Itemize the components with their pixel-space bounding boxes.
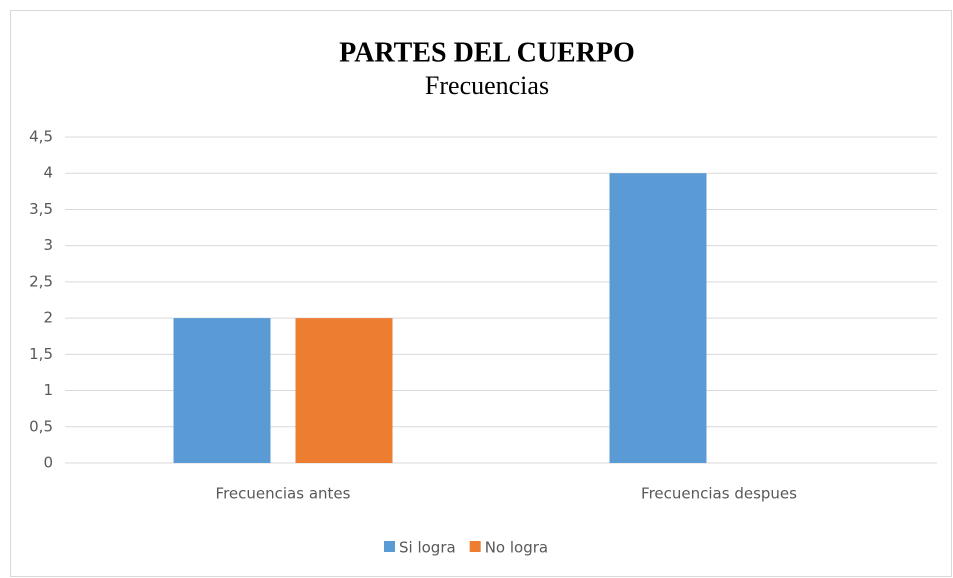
bar bbox=[609, 173, 707, 463]
y-tick-label: 3,5 bbox=[29, 200, 53, 218]
chart-border bbox=[10, 10, 952, 577]
bar bbox=[295, 318, 393, 463]
y-tick-label: 1,5 bbox=[29, 345, 53, 363]
y-tick-label: 0,5 bbox=[29, 417, 53, 435]
y-tick-label: 4,5 bbox=[29, 128, 53, 146]
y-tick-label: 1 bbox=[43, 381, 53, 399]
x-tick-label: Frecuencias despues bbox=[641, 485, 797, 503]
chart-title: PARTES DEL CUERPO bbox=[339, 37, 635, 68]
bar bbox=[173, 318, 271, 463]
y-tick-label: 3 bbox=[43, 236, 53, 254]
y-tick-label: 2,5 bbox=[29, 272, 53, 290]
chart-subtitle: Frecuencias bbox=[425, 71, 549, 100]
legend-label: Si logra bbox=[399, 539, 456, 557]
y-tick-label: 2 bbox=[43, 309, 53, 327]
x-tick-label: Frecuencias antes bbox=[216, 485, 351, 503]
legend-swatch bbox=[469, 541, 481, 552]
y-tick-label: 0 bbox=[43, 454, 53, 472]
legend-label: No logra bbox=[485, 539, 548, 557]
legend-swatch bbox=[384, 541, 395, 552]
y-tick-label: 4 bbox=[43, 164, 53, 182]
